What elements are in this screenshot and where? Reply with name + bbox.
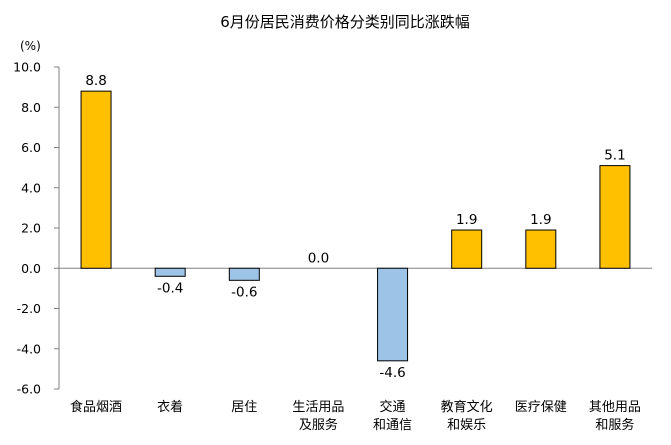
bar	[228, 267, 260, 281]
data-label: -0.4	[157, 280, 183, 296]
y-tick-label: 4.0	[21, 180, 41, 195]
data-label: 0.0	[308, 250, 329, 266]
category-label: 医疗保健	[515, 400, 567, 415]
y-tick-labels: 10.0 8.0 6.0 4.0 2.0 0.0 -2.0 -4.0 -6.0	[13, 60, 59, 397]
y-tick-label: 2.0	[21, 221, 41, 236]
category-label: 居住	[231, 400, 257, 415]
category-label: 食品烟酒	[70, 399, 122, 415]
y-tick-label: 10.0	[13, 60, 41, 75]
axes	[58, 67, 652, 389]
category-label: 和服务	[595, 417, 634, 433]
y-tick-label: 0.0	[21, 261, 41, 276]
data-label: 5.1	[604, 148, 625, 164]
category-label: 和娱乐	[447, 418, 486, 433]
y-tick-label: -4.0	[17, 341, 41, 356]
category-label: 教育文化	[441, 399, 493, 415]
bar	[154, 267, 186, 277]
bar	[451, 229, 483, 269]
data-labels: 8.8 -0.4 -0.6 0.0 -4.6 1.9 1.9 5.1	[85, 73, 625, 381]
data-label: -0.6	[231, 284, 257, 300]
category-label: 其他用品	[589, 400, 641, 415]
data-label: 1.9	[456, 212, 477, 228]
bar	[377, 267, 409, 362]
bar	[525, 229, 557, 269]
y-tick-label: -6.0	[17, 382, 41, 397]
bars	[80, 90, 631, 362]
y-tick-label: 6.0	[21, 140, 41, 155]
chart-title: 6月份居民消费价格分类别同比涨跌幅	[220, 13, 470, 31]
bar	[599, 165, 631, 269]
data-label: -4.6	[379, 365, 405, 381]
y-tick-label: 8.0	[21, 100, 41, 115]
category-label: 和通信	[373, 418, 412, 433]
category-label: 生活用品	[292, 400, 344, 415]
bar	[80, 90, 112, 269]
category-label: 衣着	[157, 399, 183, 415]
y-axis-unit-label: (%)	[20, 39, 41, 53]
category-label: 及服务	[299, 417, 338, 433]
data-label: 8.8	[85, 73, 106, 89]
y-tick-label: -2.0	[17, 301, 41, 316]
data-label: 1.9	[530, 212, 551, 228]
category-label: 交通	[380, 399, 406, 415]
